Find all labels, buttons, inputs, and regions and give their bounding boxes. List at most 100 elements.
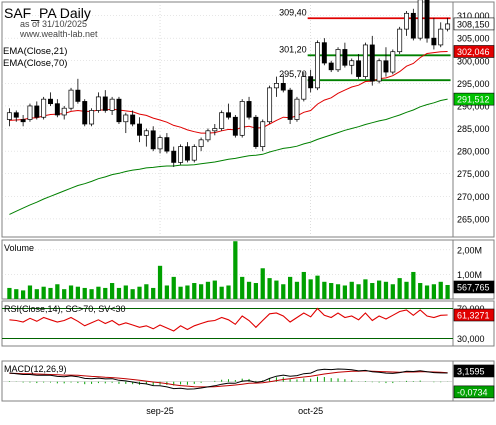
volume-bar xyxy=(55,284,60,299)
price-tick-label: 295,000 xyxy=(457,79,490,89)
volume-bar xyxy=(267,278,272,299)
candle-down xyxy=(48,98,53,105)
candle-down xyxy=(75,89,81,102)
volume-bar xyxy=(89,289,94,299)
volume-bar xyxy=(164,285,170,299)
volume-bar xyxy=(335,284,341,299)
volume-bar xyxy=(144,284,149,299)
candle-down xyxy=(287,89,293,120)
candle-up xyxy=(27,105,33,120)
candle-up xyxy=(89,110,95,125)
candle-down xyxy=(383,60,389,73)
candle-up xyxy=(61,107,67,116)
volume-bar xyxy=(198,284,204,299)
price-tick-label: 275,000 xyxy=(457,169,490,179)
candle-up xyxy=(438,28,444,46)
price-tick-label: 285,000 xyxy=(457,124,490,134)
volume-bar xyxy=(34,289,39,299)
macd-hist-last-label-box xyxy=(453,385,495,399)
volume-bar xyxy=(14,289,19,299)
chart-site: www.wealth-lab.net xyxy=(19,29,98,39)
x-tick-label: oct-25 xyxy=(298,406,323,416)
rsi-tick-label: 30,000 xyxy=(457,334,485,344)
price-tick-label: 300,000 xyxy=(457,56,490,66)
volume-bar xyxy=(233,241,238,299)
candle-down xyxy=(20,119,26,123)
macd-pane-title: MACD(12,26,9) xyxy=(4,364,67,374)
macd-hist-last-label: -0,0734 xyxy=(457,387,488,397)
volume-bar xyxy=(240,276,245,299)
volume-bar xyxy=(68,285,74,299)
price-tick-label: 265,000 xyxy=(457,214,490,224)
rsi-line xyxy=(9,307,448,332)
volume-bar xyxy=(96,286,101,299)
candle-down xyxy=(137,123,142,136)
legend-ema-long: EMA(Close,70) xyxy=(3,58,67,69)
candle-down xyxy=(410,12,416,39)
price-tick-label: 280,000 xyxy=(457,147,490,157)
volume-bar xyxy=(404,281,409,299)
macd-last-label: 3,1595 xyxy=(457,366,485,376)
candle-down xyxy=(342,49,348,66)
candle-up xyxy=(157,137,163,150)
candle-up xyxy=(239,101,245,136)
candle-up xyxy=(95,96,101,111)
volume-bar xyxy=(315,275,320,299)
ema-long-last-label-box xyxy=(453,92,495,106)
candle-up xyxy=(191,146,197,161)
macd-last-label-box xyxy=(453,364,495,378)
volume-bar xyxy=(260,268,265,299)
candle-up xyxy=(109,98,115,111)
rsi-pane-title: RSI(Close,14), SC>70, SV<30 xyxy=(4,304,126,314)
candle-up xyxy=(212,128,218,132)
candle-up xyxy=(219,112,225,129)
candle-up xyxy=(301,76,307,100)
candle-down xyxy=(226,112,231,118)
volume-bar xyxy=(383,281,389,299)
volume-bar xyxy=(185,285,190,299)
candle-down xyxy=(184,146,190,161)
candle-down xyxy=(13,112,19,118)
volume-bar xyxy=(322,281,327,299)
volume-bar xyxy=(294,281,300,299)
candle-down xyxy=(171,150,177,163)
rsi-last-label: 61,3271 xyxy=(457,311,490,321)
volume-pane-title: Volume xyxy=(4,243,34,253)
volume-bar xyxy=(329,283,334,299)
volume-bar xyxy=(103,287,108,299)
candle-down xyxy=(164,137,170,152)
candle-up xyxy=(123,114,129,123)
volume-bar xyxy=(363,279,368,299)
candle-up xyxy=(294,98,300,120)
support-level-label: 301,20 xyxy=(279,44,307,54)
volume-bar xyxy=(178,286,183,299)
volume-bar xyxy=(431,284,437,299)
volume-bar xyxy=(7,287,12,299)
candle-down xyxy=(54,103,60,116)
price-tick-label: 310,000 xyxy=(457,11,490,21)
price-tick-label: 305,000 xyxy=(457,34,490,44)
volume-bar xyxy=(226,285,231,299)
candle-down xyxy=(369,44,375,82)
chart-asof: as of 31/10/2025 xyxy=(20,19,87,29)
volume-bar xyxy=(212,280,217,299)
candle-down xyxy=(321,42,327,64)
volume-bar xyxy=(445,284,450,299)
volume-bar xyxy=(308,279,313,299)
candle-down xyxy=(253,116,259,147)
volume-bar xyxy=(75,286,81,299)
volume-bar xyxy=(418,283,423,299)
candle-up xyxy=(445,23,451,30)
volume-tick-label: 2,00M xyxy=(457,245,482,255)
volume-bar xyxy=(116,287,122,299)
price-last-label: 308,150 xyxy=(457,19,490,29)
volume-bar xyxy=(109,283,115,299)
legend-ema-short: EMA(Close,21) xyxy=(3,46,67,57)
volume-bar xyxy=(130,289,135,299)
macd-line xyxy=(9,368,448,390)
candle-down xyxy=(246,101,252,118)
candle-up xyxy=(267,87,273,123)
ema-short-last-label-box xyxy=(453,45,495,58)
ema-long-line xyxy=(9,98,448,215)
